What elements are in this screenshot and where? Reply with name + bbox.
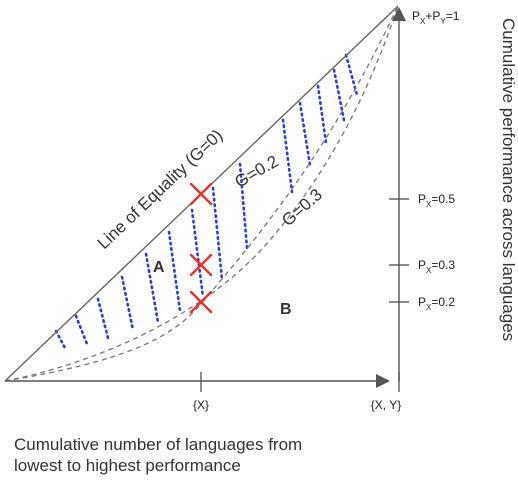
y-tick-label-05: PX=0.5	[418, 192, 455, 209]
dotted-connectors	[54, 53, 359, 350]
curve-g03	[4, 5, 399, 382]
connector-11	[298, 101, 312, 167]
region-a-label: A	[153, 259, 165, 276]
connector-4	[120, 275, 135, 332]
connector-13	[332, 68, 346, 122]
y-tick-label-03: PX=0.3	[418, 258, 455, 275]
x-marker-g03	[189, 290, 213, 314]
connector-10	[281, 118, 294, 194]
x-axis-title: Cumulative number of languages from lowe…	[14, 434, 302, 476]
connector-2	[74, 314, 89, 346]
x-axis-title-line2: lowest to highest performance	[14, 456, 241, 475]
connector-12	[316, 84, 328, 145]
red-markers	[189, 182, 213, 314]
x-axis-title-line1: Cumulative number of languages from	[14, 435, 303, 454]
x-tick-label-mid: {X}	[193, 398, 209, 412]
connector-7	[190, 208, 205, 299]
curve-g02	[4, 5, 399, 382]
x-tick-label-end: {X, Y}	[371, 398, 401, 412]
region-b-label: B	[280, 301, 292, 318]
x-marker-g02	[189, 253, 213, 277]
connector-1	[54, 329, 67, 350]
x-marker-equality	[189, 182, 213, 206]
connector-9	[238, 162, 249, 250]
connector-6	[167, 230, 182, 313]
connector-8	[211, 186, 224, 282]
curve-g03-label: G=0.3	[278, 185, 326, 230]
connector-3	[96, 297, 110, 340]
y-tick-label-top: PX+PY=1	[412, 9, 460, 26]
y-tick-label-02: PX=0.2	[418, 295, 455, 312]
connector-5	[144, 252, 160, 324]
y-axis-title: Cumulative performance across languages	[499, 18, 518, 341]
